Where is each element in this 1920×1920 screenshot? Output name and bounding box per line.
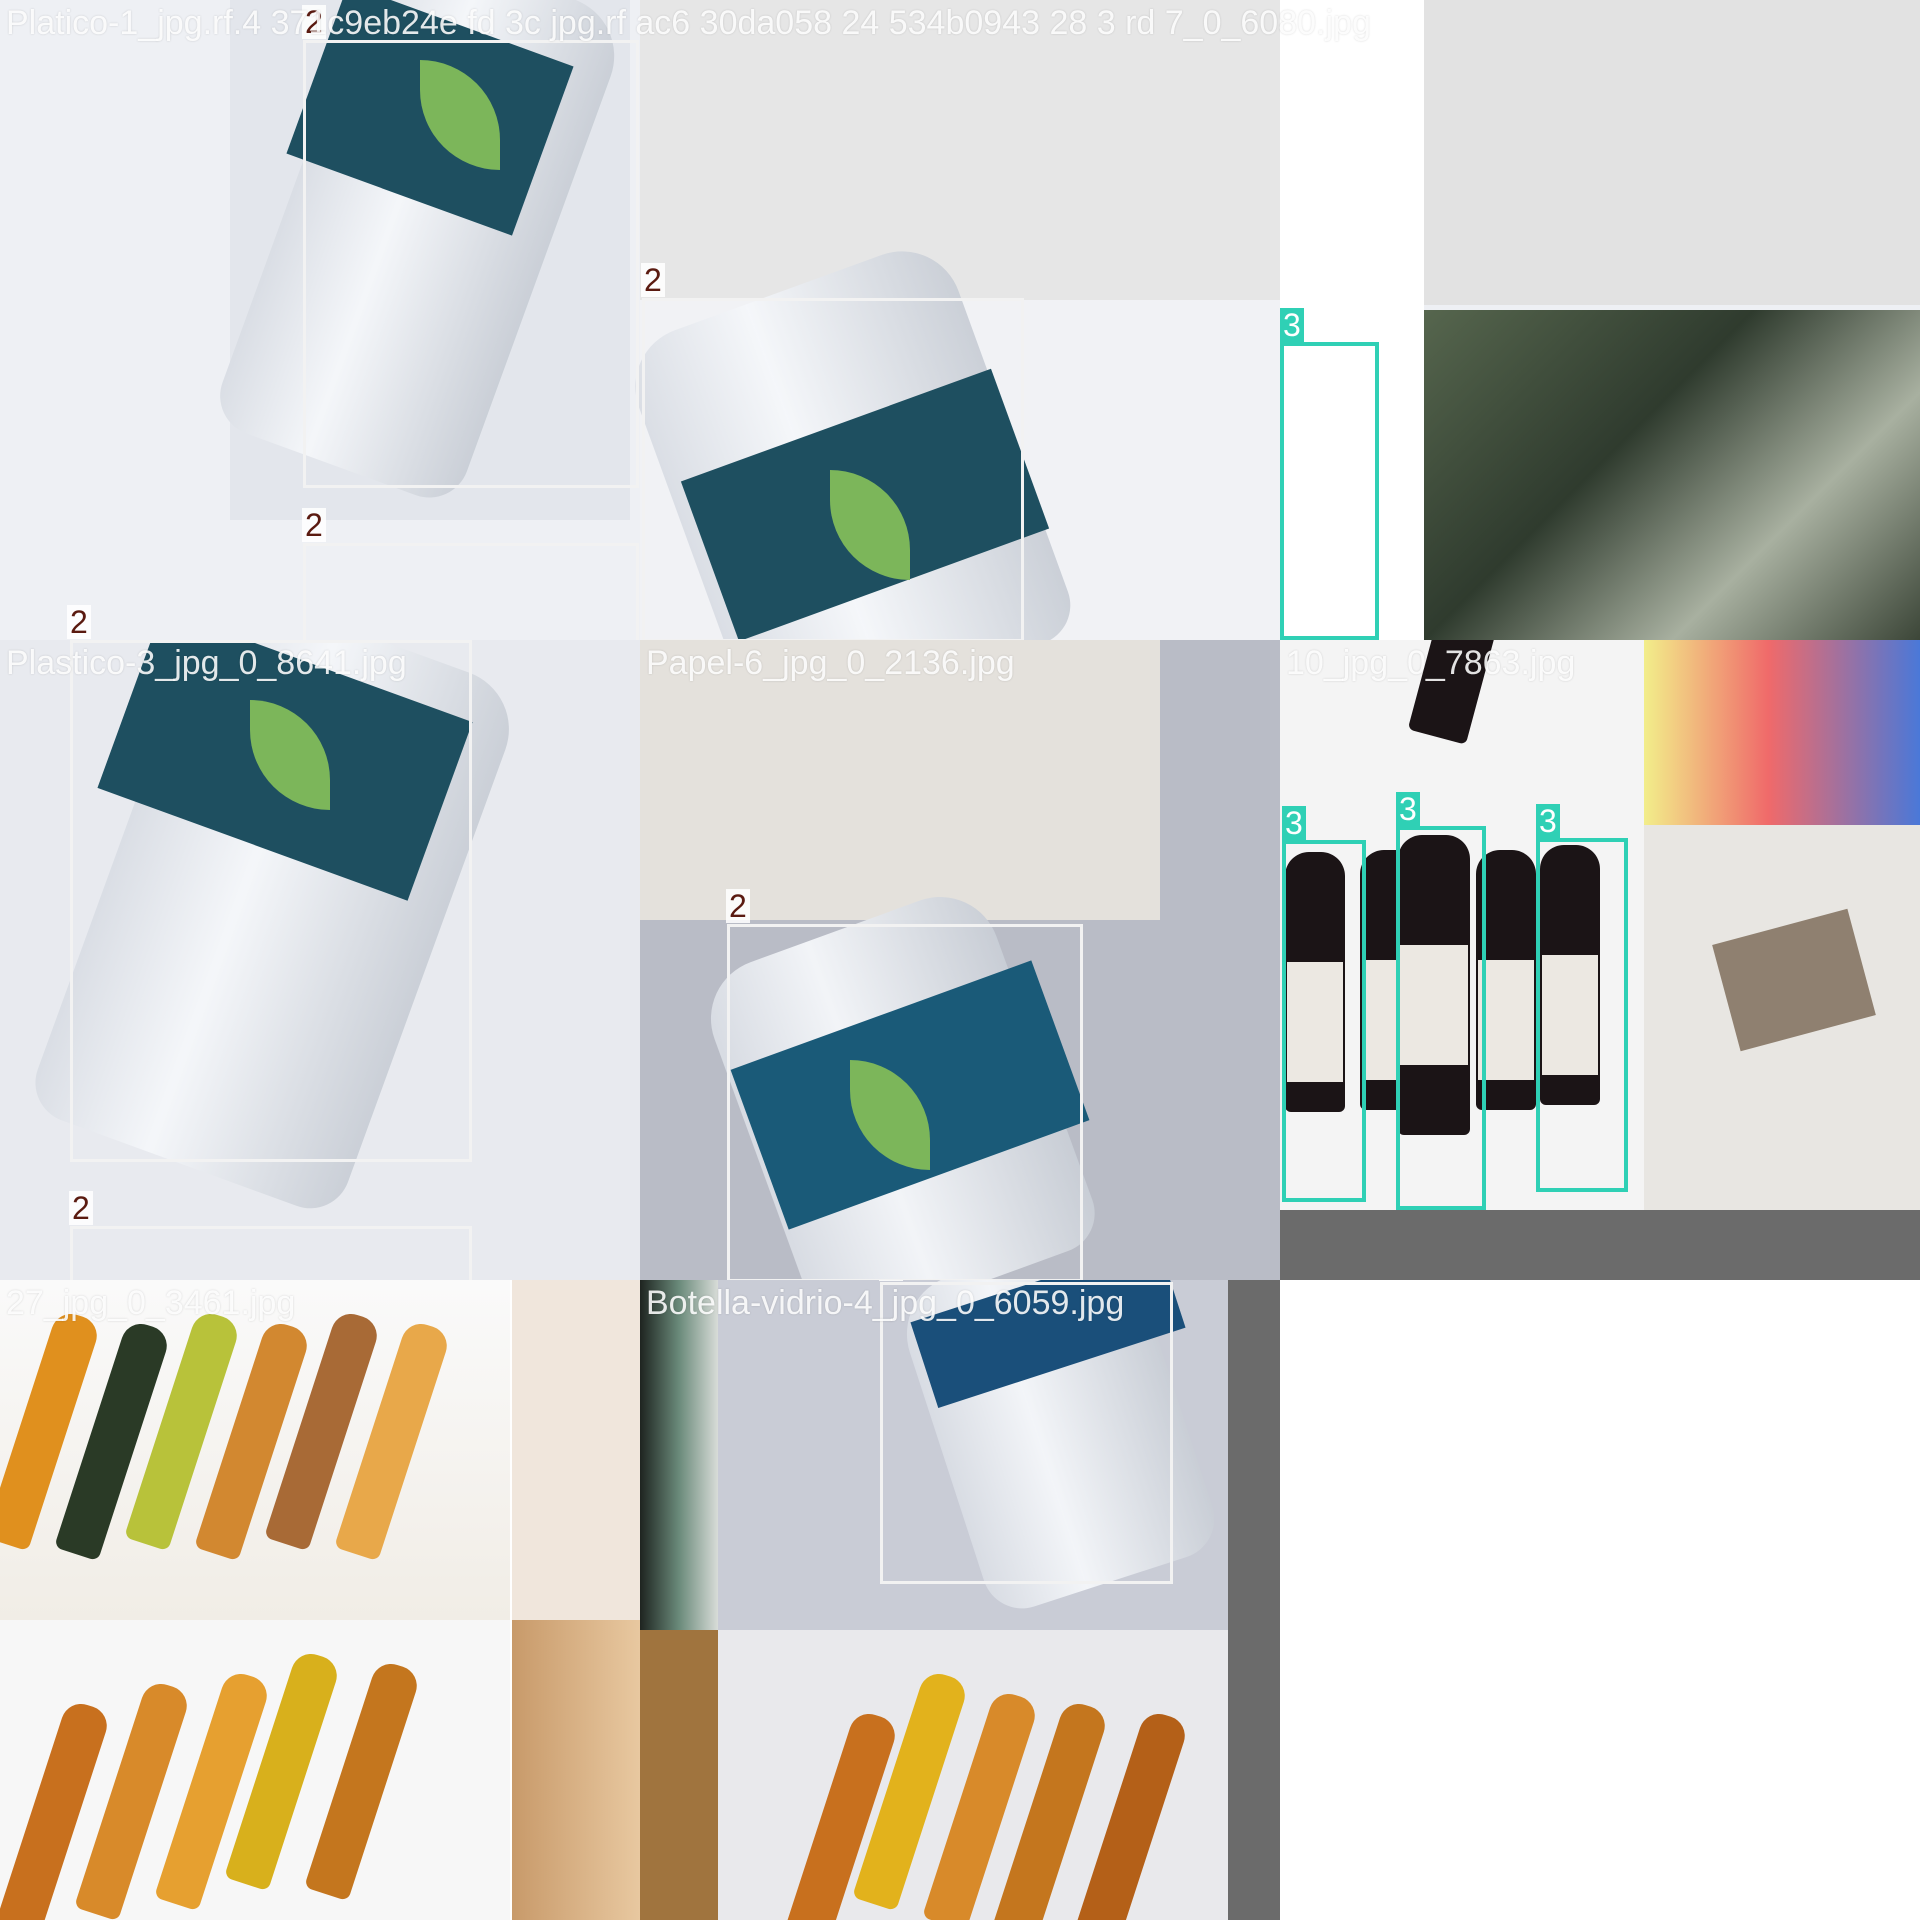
- tile-top-row: Platico-1_jpg.rf.4 371c9eb24e fd 3c jpg.…: [0, 0, 1920, 640]
- class-tag: 2: [302, 5, 326, 39]
- detection-box: 2: [641, 263, 1024, 640]
- wine-bottle: [1540, 845, 1600, 1105]
- padding-band: [1280, 1210, 1920, 1280]
- wine-shelf-photo: [640, 0, 1280, 300]
- tile-filename-label: 27_jpg_0_3461.jpg: [6, 1284, 296, 1322]
- tile-plastico-3: Plastico-3_jpg_0_8641.jpg 2 2: [0, 640, 640, 1280]
- class-tag: 2: [67, 605, 91, 639]
- tile-10-jpg: 10_jpg_0_7863.jpg 3 3 3: [1280, 640, 1920, 1280]
- tile-filename-label: Platico-1_jpg.rf.4 371c9eb24e fd 3c jpg.…: [6, 4, 1371, 42]
- detection-box: 3: [1536, 804, 1628, 1192]
- class-tag: 3: [1282, 806, 1306, 840]
- wine-bottle: [1285, 852, 1345, 1112]
- detection-box: 3: [1396, 792, 1486, 1210]
- class-tag: 2: [69, 1191, 93, 1225]
- detection-box: 2: [726, 889, 1083, 1280]
- tile-filename-label: Botella-vidrio-4_jpg_0_6059.jpg: [646, 1284, 1125, 1322]
- detection-box: 2: [879, 1280, 1173, 1584]
- plastic-bottle-photo: [208, 0, 632, 520]
- detection-box: 3: [1280, 308, 1379, 640]
- detection-box: 2: [302, 508, 639, 640]
- tile-botella-vidrio-4: Botella-vidrio-4_jpg_0_6059.jpg 2: [640, 1280, 1280, 1920]
- tile-papel-6: Papel-6_jpg_0_2136.jpg 2: [640, 640, 1280, 1280]
- wood-strip-photo: [640, 1630, 718, 1920]
- class-tag: 3: [1396, 792, 1420, 826]
- colored-bottles-photo: [1644, 640, 1920, 825]
- class-tag: 2: [726, 889, 750, 923]
- wine-bottle: [1476, 850, 1536, 1110]
- plastic-bottle-photo: [718, 1280, 1228, 1630]
- detection-box: 2: [70, 640, 472, 1162]
- class-tag: 2: [302, 508, 326, 542]
- tile-filename-label: Plastico-3_jpg_0_8641.jpg: [6, 644, 407, 682]
- class-tag: 3: [1280, 308, 1304, 342]
- tile-filename-label: 10_jpg_0_7863.jpg: [1286, 644, 1576, 682]
- wine-bottle: [1398, 835, 1470, 1135]
- white-panel: [1280, 0, 1424, 640]
- wine-top-photo: [1424, 0, 1920, 305]
- wine-row-photo: [718, 1630, 1228, 1920]
- wood-photo: [512, 1620, 640, 1920]
- paper-photo: [640, 640, 1160, 920]
- tile-27-jpg: 27_jpg_0_3461.jpg: [0, 1280, 640, 1920]
- tile-filename-label: Papel-6_jpg_0_2136.jpg: [646, 644, 1015, 682]
- detection-box: 2: [302, 5, 639, 488]
- detection-box: 3: [1282, 806, 1366, 1202]
- class-tag: 3: [1536, 804, 1560, 838]
- side-strip-photo: [512, 1280, 640, 1620]
- detection-box: 2: [69, 1191, 472, 1280]
- wine-row-photo: [0, 1280, 510, 1620]
- glass-pile-photo: [1424, 310, 1920, 640]
- class-tag: 2: [879, 1280, 903, 1281]
- padding-band: [1228, 1280, 1280, 1920]
- cardboard-photo: [1644, 825, 1920, 1210]
- books-photo: [640, 1280, 718, 1630]
- wine-row-photo-2: [0, 1620, 510, 1920]
- plastic-bottle-photo-2: [618, 234, 1280, 640]
- empty-cell: [1280, 1280, 1920, 1920]
- class-tag: 2: [641, 263, 665, 297]
